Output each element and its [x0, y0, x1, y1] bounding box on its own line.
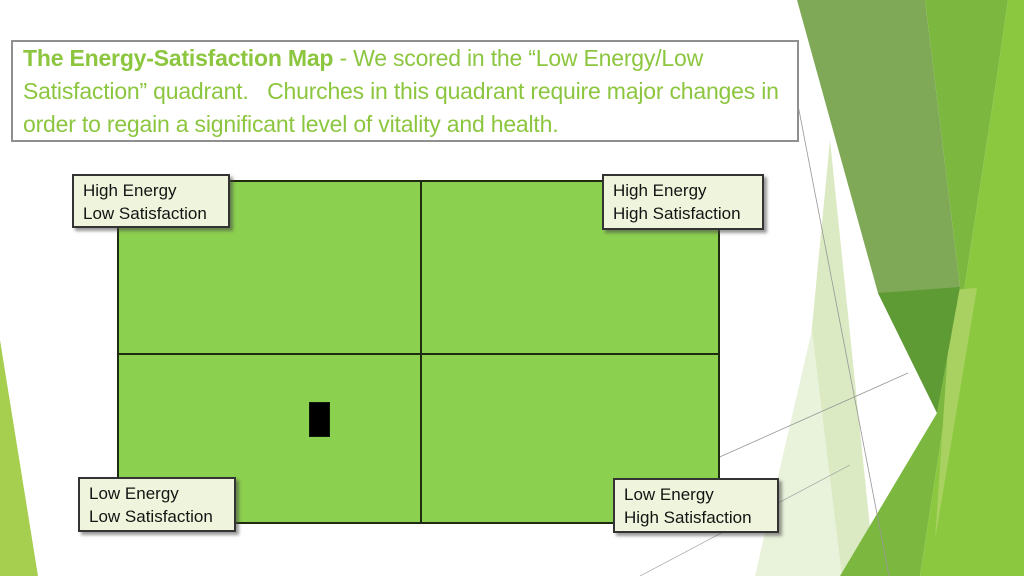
slide-title: The Energy-Satisfaction Map - We scored … [23, 42, 787, 141]
label-low-energy-low-satisfaction: Low Energy Low Satisfaction [78, 477, 236, 532]
label-line: High Energy [613, 181, 707, 200]
map-vertical-divider [420, 182, 422, 522]
label-line: Low Satisfaction [89, 507, 213, 526]
label-line: Low Satisfaction [83, 204, 207, 223]
label-line: High Energy [83, 181, 177, 200]
label-line: Low Energy [89, 484, 179, 503]
energy-satisfaction-map [117, 180, 720, 524]
title-box: The Energy-Satisfaction Map - We scored … [11, 40, 799, 142]
label-low-energy-high-satisfaction: Low Energy High Satisfaction [613, 478, 779, 533]
left-lime-wedge [0, 340, 38, 576]
map-horizontal-divider [119, 353, 718, 355]
score-marker [309, 402, 330, 437]
label-line: Low Energy [624, 485, 714, 504]
title-rest-segment: - We scored in the “Low Energy/Low Satis… [23, 44, 779, 137]
label-line: High Satisfaction [624, 508, 752, 527]
thin-diagonal-line [797, 104, 890, 576]
light-green-sliver [935, 288, 977, 540]
mid-green-facet [840, 0, 1008, 576]
label-high-energy-low-satisfaction: High Energy Low Satisfaction [72, 174, 230, 228]
thin-diagonal-line [694, 372, 909, 469]
label-high-energy-high-satisfaction: High Energy High Satisfaction [602, 174, 764, 230]
title-bold-segment: The Energy-Satisfaction Map [23, 44, 334, 71]
label-line: High Satisfaction [613, 204, 741, 223]
dark-green-triangle [878, 287, 960, 413]
